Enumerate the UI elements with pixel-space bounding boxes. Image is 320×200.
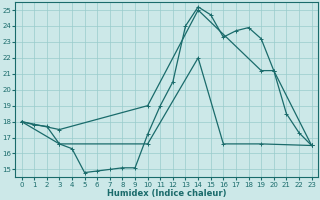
X-axis label: Humidex (Indice chaleur): Humidex (Indice chaleur) [107, 189, 226, 198]
